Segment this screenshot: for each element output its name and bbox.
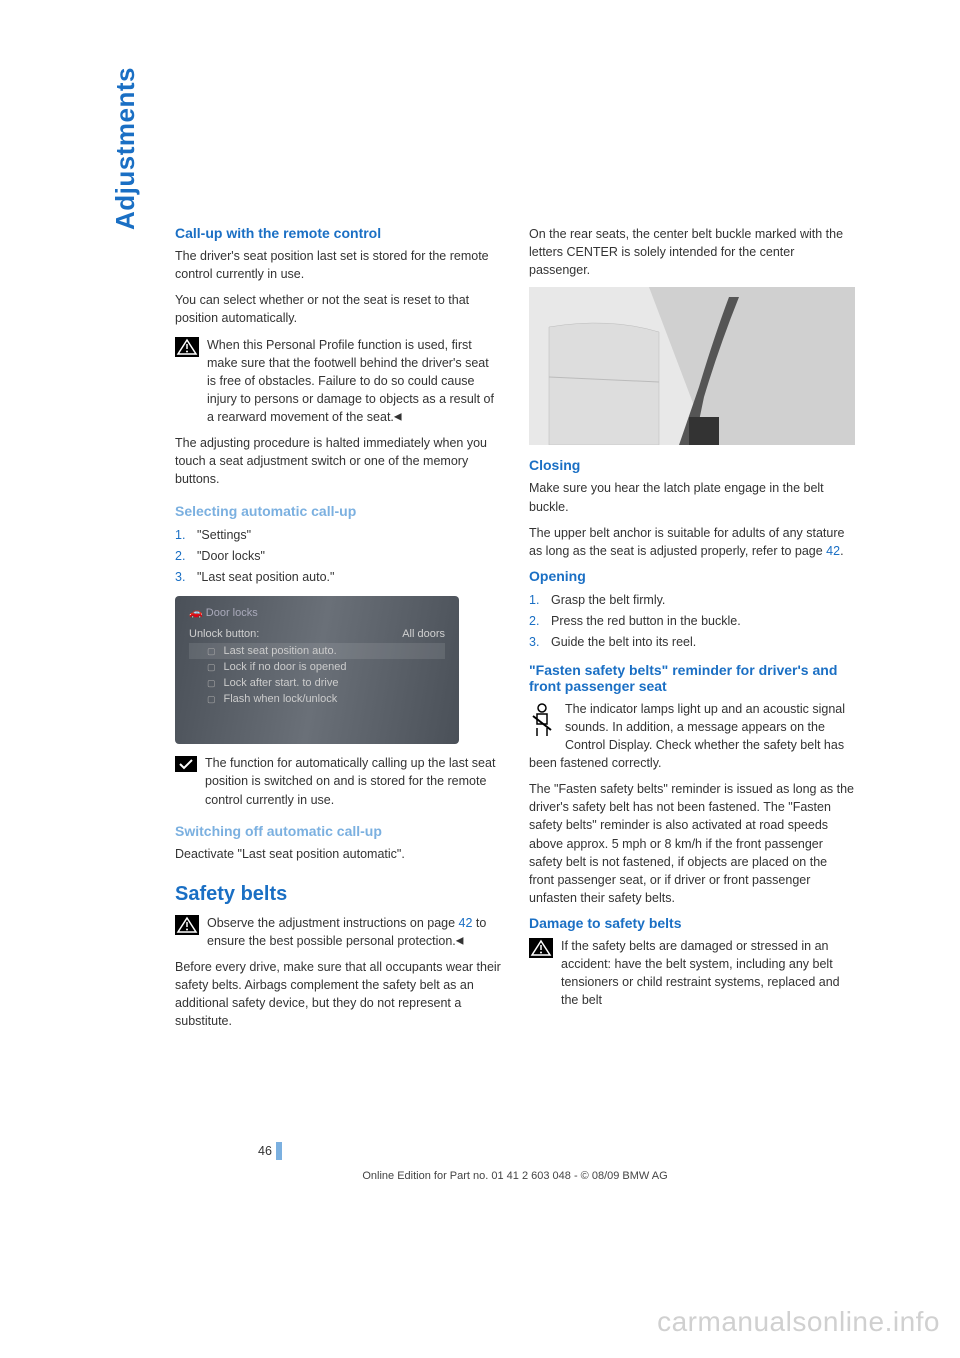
warning-block: Observe the adjustment instructions on p… — [175, 914, 501, 950]
list-item: "Last seat position auto." — [175, 567, 501, 588]
list-item: Guide the belt into its reel. — [529, 632, 855, 653]
ordered-list: "Settings" "Door locks" "Last seat posit… — [175, 525, 501, 589]
list-item: "Door locks" — [175, 546, 501, 567]
screenshot-item: Lock after start. to drive — [189, 675, 445, 691]
heading-switchoff: Switching off automatic call-up — [175, 823, 501, 839]
seatbelt-reminder-icon — [529, 702, 555, 738]
page-number: 46 — [258, 1144, 272, 1158]
paragraph: You can select whether or not the seat i… — [175, 291, 501, 327]
heading-safety-belts: Safety belts — [175, 883, 501, 906]
warning-block: When this Personal Profile function is u… — [175, 336, 501, 427]
heading-opening: Opening — [529, 568, 855, 584]
warning-icon — [175, 337, 199, 357]
paragraph: Deactivate "Last seat position automatic… — [175, 845, 501, 863]
watermark: carmanualsonline.info — [657, 1306, 940, 1338]
page-content: Call-up with the remote control The driv… — [175, 225, 855, 1039]
side-label: Adjustments — [110, 67, 141, 230]
list-item: Press the red button in the buckle. — [529, 611, 855, 632]
heading-fasten-reminder: "Fasten safety belts" reminder for drive… — [529, 662, 855, 694]
list-item: "Settings" — [175, 525, 501, 546]
heading-damage: Damage to safety belts — [529, 915, 855, 931]
warning-block: If the safety belts are damaged or stres… — [529, 937, 855, 1010]
paragraph: The driver's seat position last set is s… — [175, 247, 501, 283]
paragraph: On the rear seats, the center belt buckl… — [529, 225, 855, 279]
page-bar — [276, 1142, 282, 1160]
screenshot-item: Lock if no door is opened — [189, 659, 445, 675]
list-item: Grasp the belt firmly. — [529, 590, 855, 611]
warning-text: Observe the adjustment instructions on p… — [207, 914, 501, 950]
paragraph: Make sure you hear the latch plate engag… — [529, 479, 855, 515]
paragraph: Before every drive, make sure that all o… — [175, 958, 501, 1031]
idrive-screenshot: 🚗 Door locks Unlock button: All doors La… — [175, 596, 459, 744]
screenshot-item: Flash when lock/unlock — [189, 691, 445, 707]
footer-text: Online Edition for Part no. 01 41 2 603 … — [175, 1170, 855, 1182]
check-icon — [175, 754, 197, 777]
warning-icon — [529, 938, 553, 958]
left-column: Call-up with the remote control The driv… — [175, 225, 501, 1039]
screenshot-item: Last seat position auto. — [189, 643, 445, 659]
warning-icon — [175, 915, 199, 935]
paragraph: The "Fasten safety belts" reminder is is… — [529, 780, 855, 907]
paragraph: The adjusting procedure is halted immedi… — [175, 434, 501, 488]
right-column: On the rear seats, the center belt buckl… — [529, 225, 855, 1039]
check-block: The function for automatically calling u… — [175, 754, 501, 808]
seatbelt-illustration — [529, 287, 855, 445]
check-text: The function for automatically calling u… — [205, 754, 501, 808]
heading-callup: Call-up with the remote control — [175, 225, 501, 241]
heading-closing: Closing — [529, 457, 855, 473]
heading-selecting: Selecting automatic call-up — [175, 503, 501, 519]
paragraph: The upper belt anchor is suitable for ad… — [529, 524, 855, 560]
warning-text: When this Personal Profile function is u… — [207, 336, 501, 427]
warning-text: If the safety belts are damaged or stres… — [561, 937, 855, 1010]
page-link[interactable]: 42 — [826, 544, 840, 558]
screenshot-title: 🚗 Door locks — [189, 606, 445, 619]
screenshot-row: Unlock button: All doors — [189, 625, 445, 643]
page-link[interactable]: 42 — [459, 916, 473, 930]
ordered-list: Grasp the belt firmly. Press the red but… — [529, 590, 855, 654]
paragraph-with-icon: The indicator lamps light up and an acou… — [529, 700, 855, 773]
